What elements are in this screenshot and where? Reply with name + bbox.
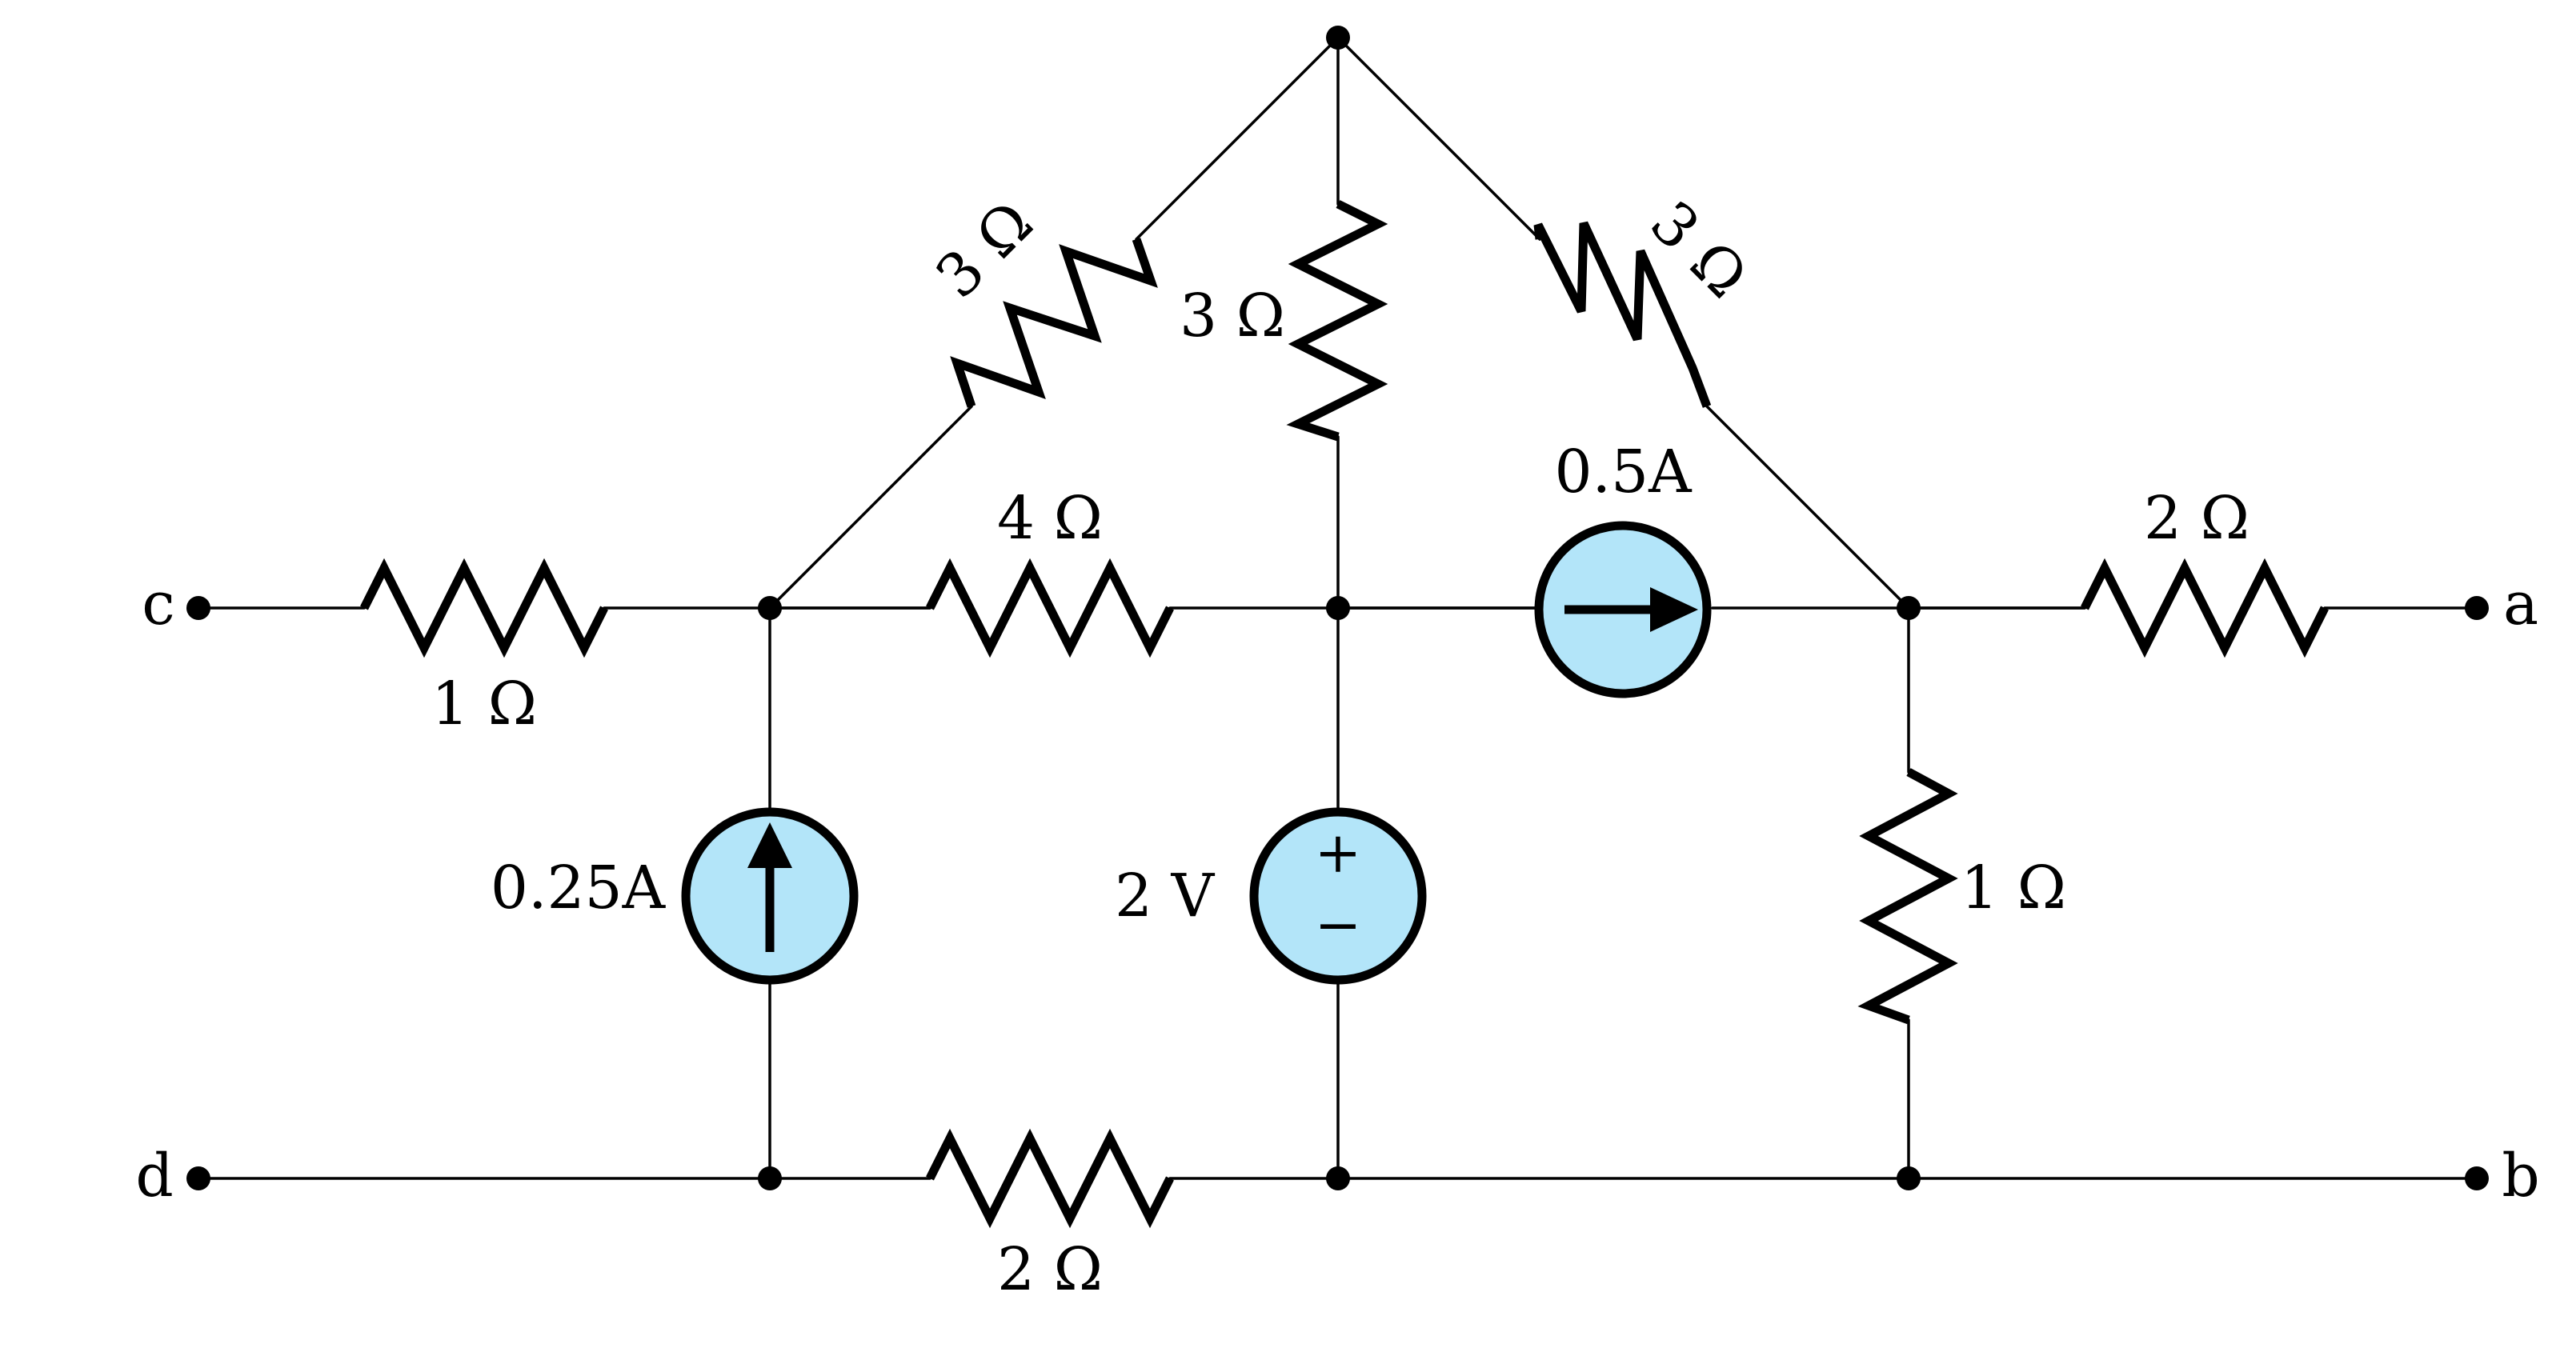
current-source-0-5a: [1534, 521, 1712, 698]
node-apex: [1326, 26, 1350, 50]
label-1ohm-vertical: 1 Ω: [1961, 854, 2066, 922]
resistor-1ohm-vertical: [1857, 768, 1958, 1025]
voltage-minus-sign: −: [1315, 892, 1362, 958]
label-2v: 2 V: [1115, 862, 1216, 930]
resistor-2ohm-right: [2081, 558, 2329, 658]
terminal-c-dot: [186, 596, 210, 620]
label-1ohm-left: 1 Ω: [431, 670, 537, 738]
wires: [197, 36, 2478, 1180]
right-arrow-icon: [1650, 587, 1698, 632]
resistors: [360, 200, 2329, 1229]
label-0-25a: 0.25A: [491, 854, 667, 922]
terminal-a-dot: [2465, 596, 2489, 620]
nodes: [186, 26, 2489, 1190]
wire-apex-to-r3left: [1135, 36, 1340, 241]
node-middle-top: [1326, 596, 1350, 620]
terminal-d-dot: [186, 1166, 210, 1190]
resistor-4ohm: [926, 558, 1174, 658]
terminal-b-label: b: [2502, 1142, 2539, 1210]
label-2ohm-right: 2 Ω: [2144, 484, 2249, 553]
terminal-b-dot: [2465, 1166, 2489, 1190]
node-middle-bottom: [1326, 1166, 1350, 1190]
node-right-top: [1897, 596, 1921, 620]
current-source-0-25a: [681, 807, 859, 985]
label-4ohm: 4 Ω: [997, 484, 1103, 553]
label-2ohm-bottom: 2 Ω: [997, 1235, 1103, 1304]
voltage-source-body: [1249, 807, 1427, 985]
terminal-c-label: c: [142, 570, 174, 638]
wire-apex-to-r3right: [1336, 36, 1541, 241]
label-3ohm-left-diagonal: 3 Ω: [923, 188, 1046, 311]
wire-r3right-to-n3: [1705, 405, 1910, 610]
voltage-source-2v: + −: [1249, 807, 1427, 985]
wire-r3left-to-n1: [768, 405, 973, 610]
voltage-plus-sign: +: [1315, 820, 1362, 886]
terminal-a-label: a: [2503, 570, 2538, 638]
resistor-1ohm-left: [360, 558, 608, 658]
node-left-top: [758, 596, 782, 620]
node-right-bottom: [1897, 1166, 1921, 1190]
label-3ohm-middle: 3 Ω: [1180, 282, 1285, 350]
resistor-2ohm-bottom: [926, 1128, 1174, 1229]
node-left-bottom: [758, 1166, 782, 1190]
terminal-d-label: d: [135, 1142, 173, 1210]
up-arrow-head-icon: [747, 822, 792, 868]
resistor-3ohm-middle: [1286, 200, 1388, 442]
label-0-5a: 0.5A: [1554, 438, 1693, 506]
resistor-3ohm-left-diagonal: [950, 238, 1158, 408]
resistor-3ohm-right-diagonal: [1533, 221, 1712, 408]
